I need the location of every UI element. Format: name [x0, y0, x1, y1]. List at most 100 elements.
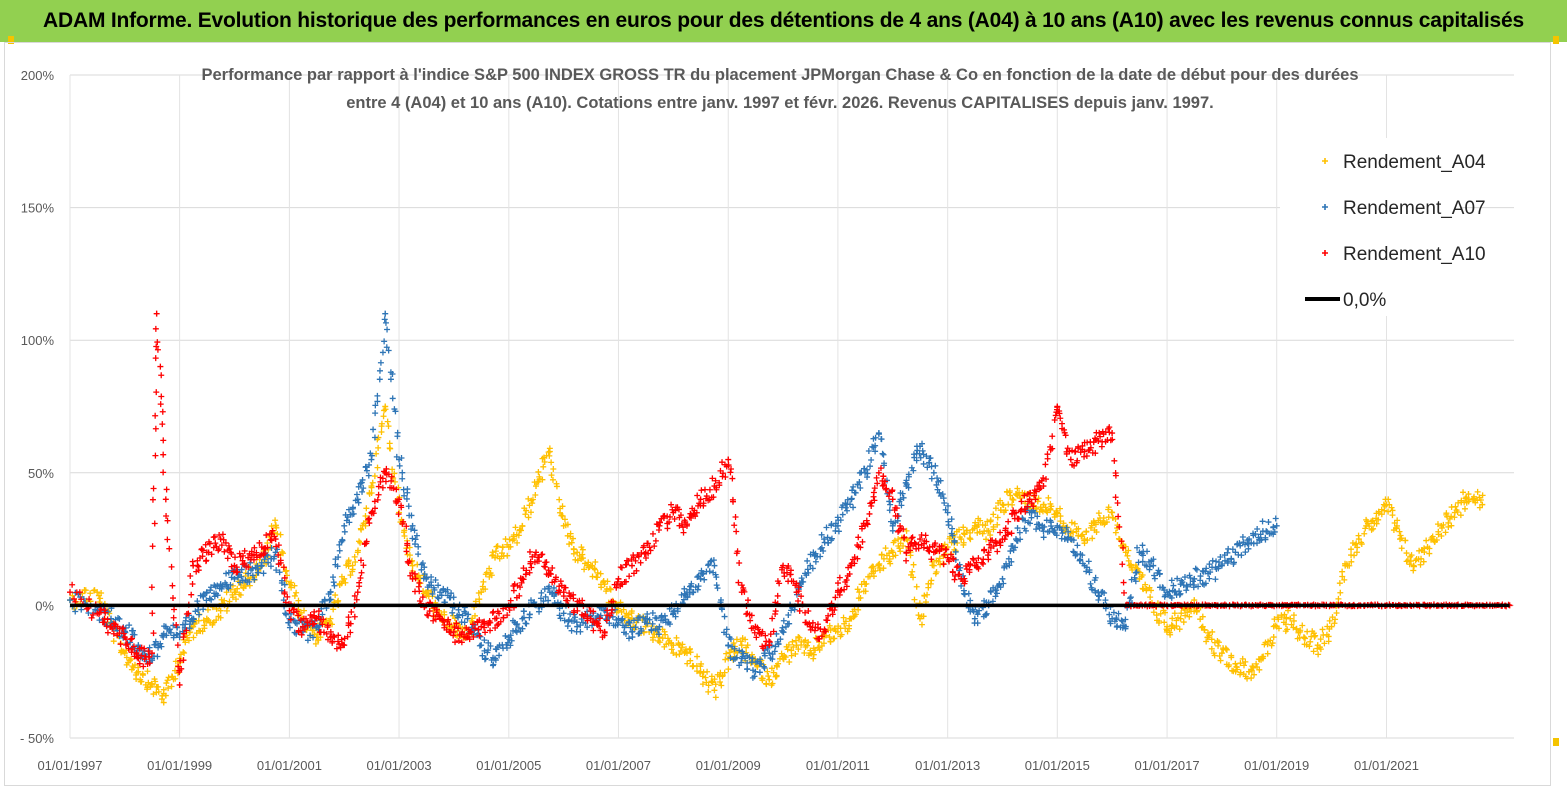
data-point	[675, 506, 682, 513]
data-point	[341, 522, 348, 529]
data-point	[882, 545, 889, 552]
data-point	[597, 612, 604, 619]
data-point	[1044, 455, 1051, 462]
data-point	[523, 620, 530, 627]
chart-title: Performance par rapport à l'indice S&P 5…	[201, 66, 1358, 112]
data-point	[897, 548, 904, 555]
data-point	[419, 560, 426, 567]
data-point	[124, 641, 131, 648]
data-point	[331, 634, 338, 641]
data-point	[909, 568, 916, 575]
data-point	[169, 582, 176, 589]
data-point	[450, 594, 457, 601]
data-point	[1096, 593, 1103, 600]
data-point	[1457, 512, 1464, 519]
data-point	[1353, 540, 1360, 547]
data-point	[870, 573, 877, 580]
data-point	[158, 372, 165, 379]
data-point	[841, 586, 848, 593]
x-tick-label: 01/01/1997	[37, 758, 102, 773]
data-point	[494, 622, 501, 629]
data-point	[701, 576, 708, 583]
data-point	[1442, 529, 1449, 536]
data-point	[128, 656, 135, 663]
data-point	[396, 496, 403, 503]
data-point	[189, 558, 196, 565]
data-point	[1007, 548, 1014, 555]
data-point	[515, 624, 522, 631]
data-point	[613, 584, 620, 591]
data-point	[872, 567, 879, 574]
data-point	[1203, 565, 1210, 572]
data-point	[818, 531, 825, 538]
data-point	[1284, 626, 1291, 633]
data-point	[356, 538, 363, 545]
data-point	[666, 621, 673, 628]
data-point	[936, 489, 943, 496]
data-point	[545, 597, 552, 604]
data-point	[629, 634, 636, 641]
data-point	[506, 607, 513, 614]
data-point	[977, 517, 984, 524]
data-point	[516, 592, 523, 599]
data-point	[777, 636, 784, 643]
data-point	[135, 642, 142, 649]
data-point	[1272, 515, 1279, 522]
data-point	[834, 580, 841, 587]
data-point	[589, 622, 596, 629]
data-point	[697, 575, 704, 582]
data-point	[1001, 509, 1008, 516]
data-point	[360, 562, 367, 569]
data-point	[914, 447, 921, 454]
data-point	[482, 629, 489, 636]
data-point	[136, 660, 143, 667]
data-point	[941, 551, 948, 558]
data-point	[311, 620, 318, 627]
data-point	[413, 532, 420, 539]
data-point	[1141, 562, 1148, 569]
legend-swatch	[1322, 204, 1328, 210]
data-point	[670, 650, 677, 657]
data-point	[782, 654, 789, 661]
data-point	[369, 479, 376, 486]
data-point	[1000, 502, 1007, 509]
data-point	[886, 498, 893, 505]
data-point	[452, 639, 459, 646]
data-point	[249, 572, 256, 579]
data-point	[471, 612, 478, 619]
data-point	[692, 513, 699, 520]
data-point	[805, 639, 812, 646]
data-point	[550, 584, 557, 591]
data-point	[110, 638, 117, 645]
data-point	[865, 447, 872, 454]
data-point	[997, 539, 1004, 546]
data-point	[388, 477, 395, 484]
data-point	[351, 592, 358, 599]
data-point	[1452, 503, 1459, 510]
data-point	[525, 514, 532, 521]
data-point	[1118, 538, 1125, 545]
data-point	[384, 418, 391, 425]
data-point	[251, 544, 258, 551]
data-point	[738, 582, 745, 589]
data-point	[312, 640, 319, 647]
data-point	[157, 640, 164, 647]
data-point	[540, 463, 547, 470]
data-point	[875, 430, 882, 437]
data-point	[1217, 657, 1224, 664]
data-point	[697, 496, 704, 503]
data-point	[556, 496, 563, 503]
data-point	[500, 614, 507, 621]
legend-item: Rendement_A10	[1322, 244, 1486, 265]
data-point	[1479, 501, 1486, 508]
data-point	[837, 587, 844, 594]
data-point	[1161, 619, 1168, 626]
x-tick-label: 01/01/2017	[1135, 758, 1200, 773]
data-point	[1193, 566, 1200, 573]
data-point	[1263, 528, 1270, 535]
data-point	[152, 425, 159, 432]
data-point	[392, 478, 399, 485]
data-point	[1208, 645, 1215, 652]
data-point	[1120, 579, 1127, 586]
data-point	[451, 624, 458, 631]
